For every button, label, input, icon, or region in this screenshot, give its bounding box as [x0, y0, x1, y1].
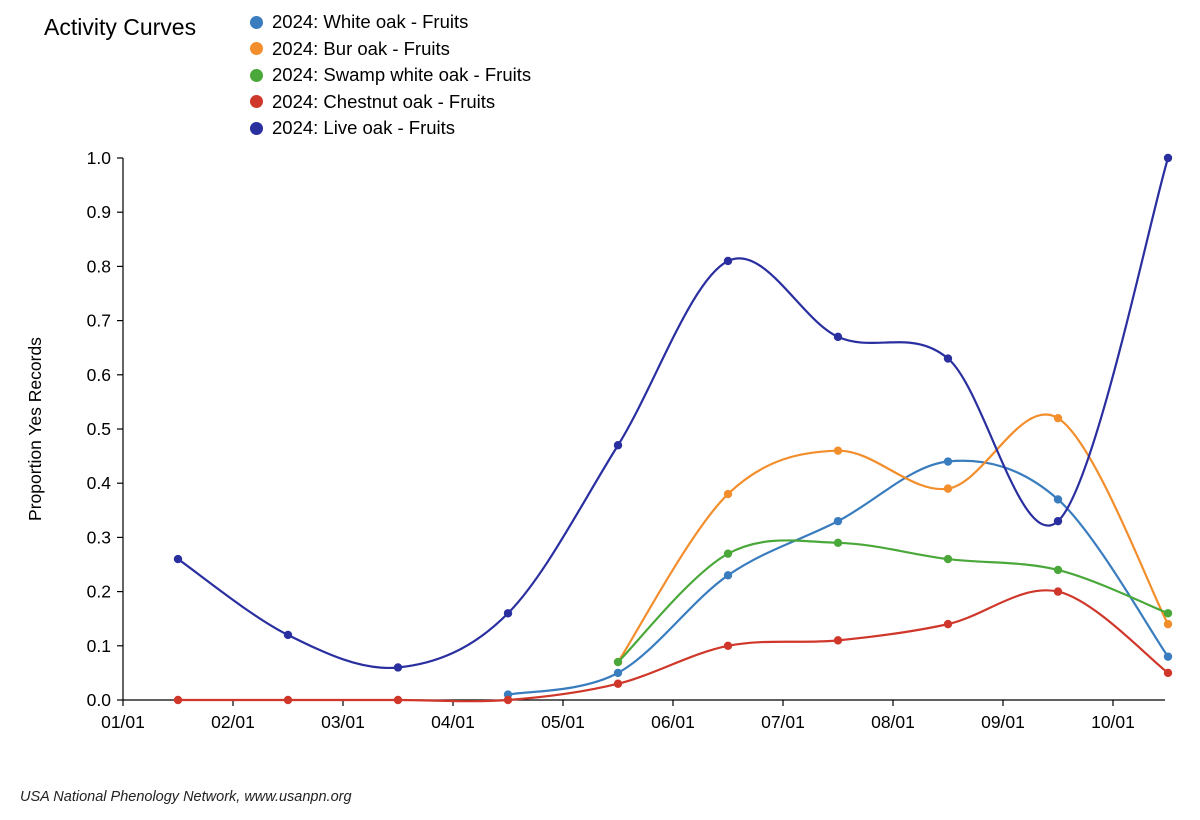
data-point	[723, 549, 733, 558]
data-point	[503, 609, 513, 618]
data-point	[1163, 668, 1173, 678]
series-line-2	[617, 539, 1169, 663]
data-point	[833, 332, 843, 342]
x-tick-label: 02/01	[211, 712, 255, 732]
series-line-1	[617, 413, 1169, 663]
data-point	[723, 641, 733, 650]
data-point	[833, 516, 843, 526]
data-point	[173, 695, 183, 705]
data-point	[723, 256, 733, 266]
data-point	[1163, 652, 1173, 661]
x-tick-label: 09/01	[981, 712, 1025, 732]
series-line-3	[178, 589, 1169, 703]
x-tick-label: 07/01	[761, 712, 805, 732]
data-point	[393, 663, 403, 672]
data-point	[943, 457, 953, 466]
y-tick-label: 1.0	[87, 148, 112, 168]
x-tick-label: 10/01	[1091, 712, 1135, 732]
y-axis-label: Proportion Yes Records	[25, 337, 45, 521]
y-tick-label: 0.0	[87, 690, 112, 710]
legend-label: 2024: Swamp white oak - Fruits	[272, 64, 532, 86]
data-point	[1053, 565, 1063, 575]
legend-marker	[250, 15, 263, 29]
series-line-4	[177, 157, 1170, 670]
data-point	[393, 695, 403, 705]
legend-marker	[250, 95, 263, 109]
x-tick-label: 06/01	[651, 712, 695, 732]
data-point	[723, 489, 733, 499]
x-tick-label: 03/01	[321, 712, 365, 732]
data-point	[1163, 619, 1173, 629]
attribution-footer: USA National Phenology Network, www.usan…	[20, 789, 352, 805]
legend-label: 2024: Chestnut oak - Fruits	[272, 90, 496, 112]
legend-label: 2024: Live oak - Fruits	[272, 117, 456, 139]
legend-item: 2024: White oak - Fruits	[250, 9, 531, 36]
data-point	[833, 538, 843, 548]
data-point	[1053, 495, 1063, 504]
y-tick-label: 0.8	[87, 256, 111, 276]
activity-curves-plot: 0.0 0.1 0.2 0.3 0.4 0.5 0.6 0.7 0.8 0.9 1.0 01/01 02…	[25, 148, 1173, 732]
data-point	[283, 630, 293, 640]
data-point	[1053, 413, 1063, 423]
data-point	[613, 657, 623, 667]
data-point	[613, 679, 623, 688]
data-point	[1053, 516, 1063, 526]
data-point	[943, 484, 953, 493]
legend: 2024: White oak - Fruits 2024: Bur oak - …	[250, 9, 531, 142]
legend-item: 2024: Chestnut oak - Fruits	[250, 89, 531, 116]
y-tick-label: 0.6	[87, 365, 111, 385]
legend-item: 2024: Bur oak - Fruits	[250, 36, 531, 63]
legend-marker	[250, 121, 263, 135]
data-point	[173, 554, 183, 564]
y-tick-label: 0.1	[87, 636, 111, 656]
legend-marker	[250, 42, 263, 56]
x-tick-label: 01/01	[101, 712, 145, 732]
data-point	[613, 441, 623, 450]
data-point	[943, 354, 953, 363]
legend-marker	[250, 68, 263, 82]
series-line-0	[507, 459, 1169, 696]
data-point	[1163, 153, 1173, 163]
y-tick-label: 0.3	[87, 527, 111, 547]
data-point	[833, 446, 843, 455]
data-point	[503, 695, 513, 705]
data-point	[613, 668, 623, 678]
data-point	[943, 619, 953, 629]
legend-label: 2024: White oak - Fruits	[272, 11, 469, 33]
legend-item: 2024: Swamp white oak - Fruits	[250, 62, 531, 89]
chart-title: Activity Curves	[44, 14, 197, 40]
y-tick-label: 0.7	[87, 311, 111, 331]
y-tick-label: 0.4	[87, 473, 112, 493]
legend-label: 2024: Bur oak - Fruits	[272, 37, 450, 59]
x-tick-label: 04/01	[431, 712, 475, 732]
x-tick-label: 08/01	[871, 712, 915, 732]
x-tick-label: 05/01	[541, 712, 585, 732]
data-point	[1163, 609, 1173, 618]
data-point	[723, 571, 733, 580]
data-point	[1053, 587, 1063, 596]
data-point	[833, 636, 843, 645]
y-tick-label: 0.5	[87, 419, 111, 439]
data-point	[943, 554, 953, 564]
y-tick-label: 0.9	[87, 202, 111, 222]
data-point	[283, 695, 293, 705]
legend-item: 2024: Live oak - Fruits	[250, 115, 531, 142]
y-tick-label: 0.2	[87, 582, 111, 602]
